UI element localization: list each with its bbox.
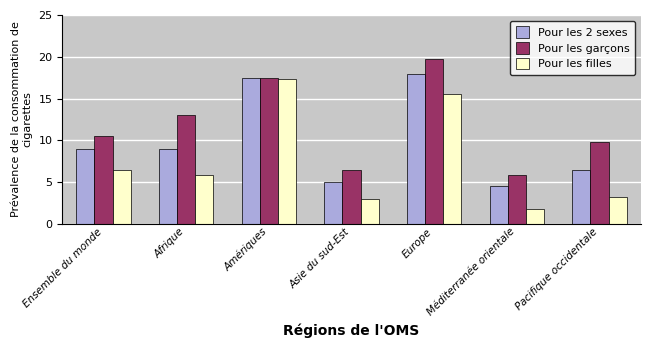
Bar [195, 175, 213, 224]
Bar [342, 170, 361, 224]
Bar [278, 79, 296, 224]
Bar [324, 182, 342, 224]
Bar [361, 199, 379, 224]
Bar [508, 175, 526, 224]
Bar [259, 78, 278, 224]
Y-axis label: Prévalence de la consommation de
cigarettes: Prévalence de la consommation de cigaret… [11, 22, 33, 217]
Bar [490, 186, 508, 224]
Bar [76, 149, 95, 224]
Legend: Pour les 2 sexes, Pour les garçons, Pour les filles: Pour les 2 sexes, Pour les garçons, Pour… [511, 21, 635, 75]
Bar [95, 136, 113, 224]
Bar [159, 149, 177, 224]
Bar [572, 170, 591, 224]
Bar [526, 209, 544, 224]
Bar [443, 94, 462, 224]
Bar [241, 78, 259, 224]
Bar [113, 170, 131, 224]
Bar [591, 142, 609, 224]
X-axis label: Régions de l'OMS: Régions de l'OMS [284, 324, 420, 338]
Bar [425, 59, 443, 224]
Bar [609, 197, 627, 224]
Bar [407, 74, 425, 224]
Bar [177, 115, 195, 224]
